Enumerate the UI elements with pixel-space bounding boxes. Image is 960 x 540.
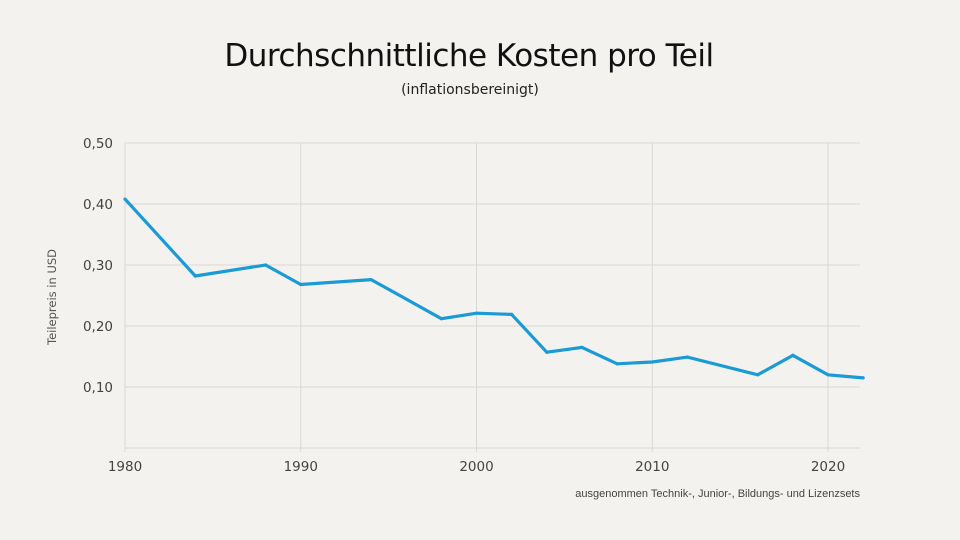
data-point [826, 373, 830, 377]
data-point [580, 345, 584, 349]
y-tick-label: 0,50 [83, 136, 113, 152]
data-point [650, 360, 654, 364]
x-tick-label: 2010 [635, 459, 669, 475]
data-point [791, 353, 795, 357]
data-point [545, 350, 549, 354]
data-point [756, 373, 760, 377]
x-tick-label: 1980 [108, 459, 142, 475]
data-point [439, 317, 443, 321]
data-point [299, 282, 303, 287]
data-point [123, 197, 127, 201]
y-tick-label: 0,30 [83, 258, 113, 274]
grid-lines [124, 142, 860, 452]
y-axis-label: Teilepreis in USD [45, 249, 59, 346]
data-point [264, 263, 268, 267]
x-tick-label: 2020 [811, 459, 845, 475]
data-point [193, 274, 197, 278]
series-line [123, 198, 864, 380]
series-group [123, 197, 865, 380]
chart-footnote: ausgenommen Technik-, Junior-, Bildungs-… [575, 488, 860, 500]
chart-subtitle: (inflationsbereinigt) [401, 82, 539, 98]
chart-title: Durchschnittliche Kosten pro Teil [224, 38, 714, 74]
y-axis-ticks: 0,10 0,20 0,30 0,40 0,50 [83, 136, 113, 396]
data-point [861, 376, 865, 380]
data-point [685, 355, 690, 359]
y-tick-label: 0,10 [83, 380, 113, 396]
y-tick-label: 0,20 [83, 319, 113, 335]
y-tick-label: 0,40 [83, 197, 113, 213]
data-point [474, 311, 479, 315]
x-axis-ticks: 1980 1990 2000 2010 2020 [108, 459, 845, 475]
data-point [510, 312, 514, 317]
x-tick-label: 2000 [459, 459, 493, 475]
data-point [615, 362, 619, 366]
data-point [369, 278, 373, 282]
x-tick-label: 1990 [284, 459, 318, 475]
